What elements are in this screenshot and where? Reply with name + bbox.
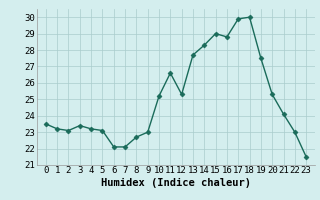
X-axis label: Humidex (Indice chaleur): Humidex (Indice chaleur) [101,178,251,188]
